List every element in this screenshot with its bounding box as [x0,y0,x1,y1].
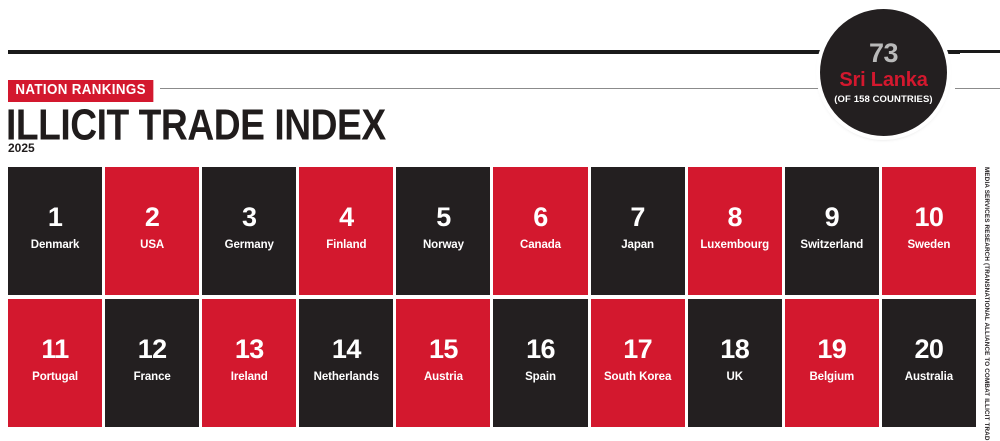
ranking-cell-rank: 19 [817,334,847,365]
source-credit-text: MEDIA SERVICES RESEARCH (TRANSNATIONAL A… [983,167,991,441]
source-credit: MEDIA SERVICES RESEARCH (TRANSNATIONAL A… [978,167,994,441]
rankings-row-1: 1 Denmark 2 USA 3 Germany 4 Finland 5 Norway 6 Cana… [8,167,976,295]
ranking-cell: 8 Luxembourg [687,167,782,295]
ranking-cell: 11 Portugal [8,299,103,427]
header-rule-thick [8,50,960,54]
ranking-cell-rank: 11 [41,334,69,365]
ranking-cell-country: Germany [224,239,274,252]
ranking-cell-country: UK [726,371,743,384]
ranking-cell: 3 Germany [202,167,297,295]
ranking-cell-country: Luxembourg [700,239,770,252]
ranking-cell: 5 Norway [396,167,491,295]
ranking-cell-rank: 9 [824,202,840,233]
ranking-cell-rank: 8 [727,202,742,233]
ranking-cell: 17 South Korea [590,299,685,427]
ranking-cell-country: Denmark [30,239,80,252]
ranking-cell-country: Ireland [230,371,268,384]
ranking-cell: 2 USA [105,167,200,295]
ranking-cell: 7 Japan [590,167,685,295]
ranking-cell-rank: 5 [436,202,451,233]
ranking-cell: 10 Sweden [881,167,976,295]
ranking-cell: 14 Netherlands [299,299,394,427]
ranking-cell: 4 Finland [299,167,394,295]
ranking-cell-rank: 1 [47,202,63,233]
ranking-cell-rank: 12 [137,334,167,365]
header-rule-thick-right [952,50,1000,53]
ranking-cell-country: Switzerland [800,239,864,252]
ranking-cell-country: Netherlands [313,371,380,384]
kicker-badge: NATION RANKINGS [8,80,154,103]
ranking-cell-rank: 17 [623,334,653,365]
ranking-cell-rank: 4 [339,202,354,233]
ranking-cell-rank: 18 [720,334,750,365]
ranking-cell-country: Norway [422,239,464,252]
ranking-cell-country: Austria [423,371,463,384]
ranking-cell-rank: 2 [144,202,160,233]
ranking-cell-rank: 15 [429,334,458,365]
ranking-cell-country: Belgium [809,371,855,384]
spotlight-badge: 73 Sri Lanka (OF 158 COUNTRIES) [820,9,947,136]
ranking-cell-rank: 3 [242,202,257,233]
ranking-cell: 18 UK [687,299,782,427]
ranking-cell-country: France [133,371,171,384]
ranking-cell: 16 Spain [493,299,588,427]
ranking-cell-rank: 6 [533,202,548,233]
ranking-cell-country: Portugal [32,371,78,384]
spotlight-country: Sri Lanka [839,69,928,92]
ranking-cell-country: Spain [525,371,556,384]
spotlight-rank: 73 [868,38,899,69]
page-year: 2025 [8,141,35,155]
ranking-cell-country: Japan [621,239,654,252]
ranking-cell: 1 Denmark [8,167,103,295]
ranking-cell: 9 Switzerland [784,167,879,295]
ranking-cell: 15 Austria [396,299,491,427]
rankings-grid: 1 Denmark 2 USA 3 Germany 4 Finland 5 Norway 6 Cana… [8,167,976,427]
ranking-cell-country: Canada [520,239,561,252]
ranking-cell-country: Sweden [907,239,951,252]
ranking-cell-country: Finland [326,239,367,252]
ranking-cell-rank: 7 [630,202,645,233]
spotlight-note: (OF 158 COUNTRIES) [834,94,933,106]
page-title: ILLICIT TRADE INDEX [6,101,386,150]
ranking-cell-rank: 16 [526,334,555,365]
header-rule-thin [160,88,860,89]
header-rule-thin-right [955,88,1000,89]
ranking-cell-rank: 20 [914,334,944,365]
ranking-cell-country: USA [140,239,165,252]
rankings-row-2: 11 Portugal 12 France 13 Ireland 14 Netherlands… [8,299,976,427]
ranking-cell: 6 Canada [493,167,588,295]
ranking-cell-rank: 13 [234,334,264,365]
ranking-cell-rank: 14 [331,334,361,365]
ranking-cell-country: Australia [904,371,954,384]
ranking-cell: 20 Australia [881,299,976,427]
ranking-cell: 12 France [105,299,200,427]
ranking-cell-rank: 10 [914,202,944,233]
ranking-cell: 19 Belgium [784,299,879,427]
ranking-cell: 13 Ireland [202,299,297,427]
ranking-cell-country: South Korea [603,371,672,384]
